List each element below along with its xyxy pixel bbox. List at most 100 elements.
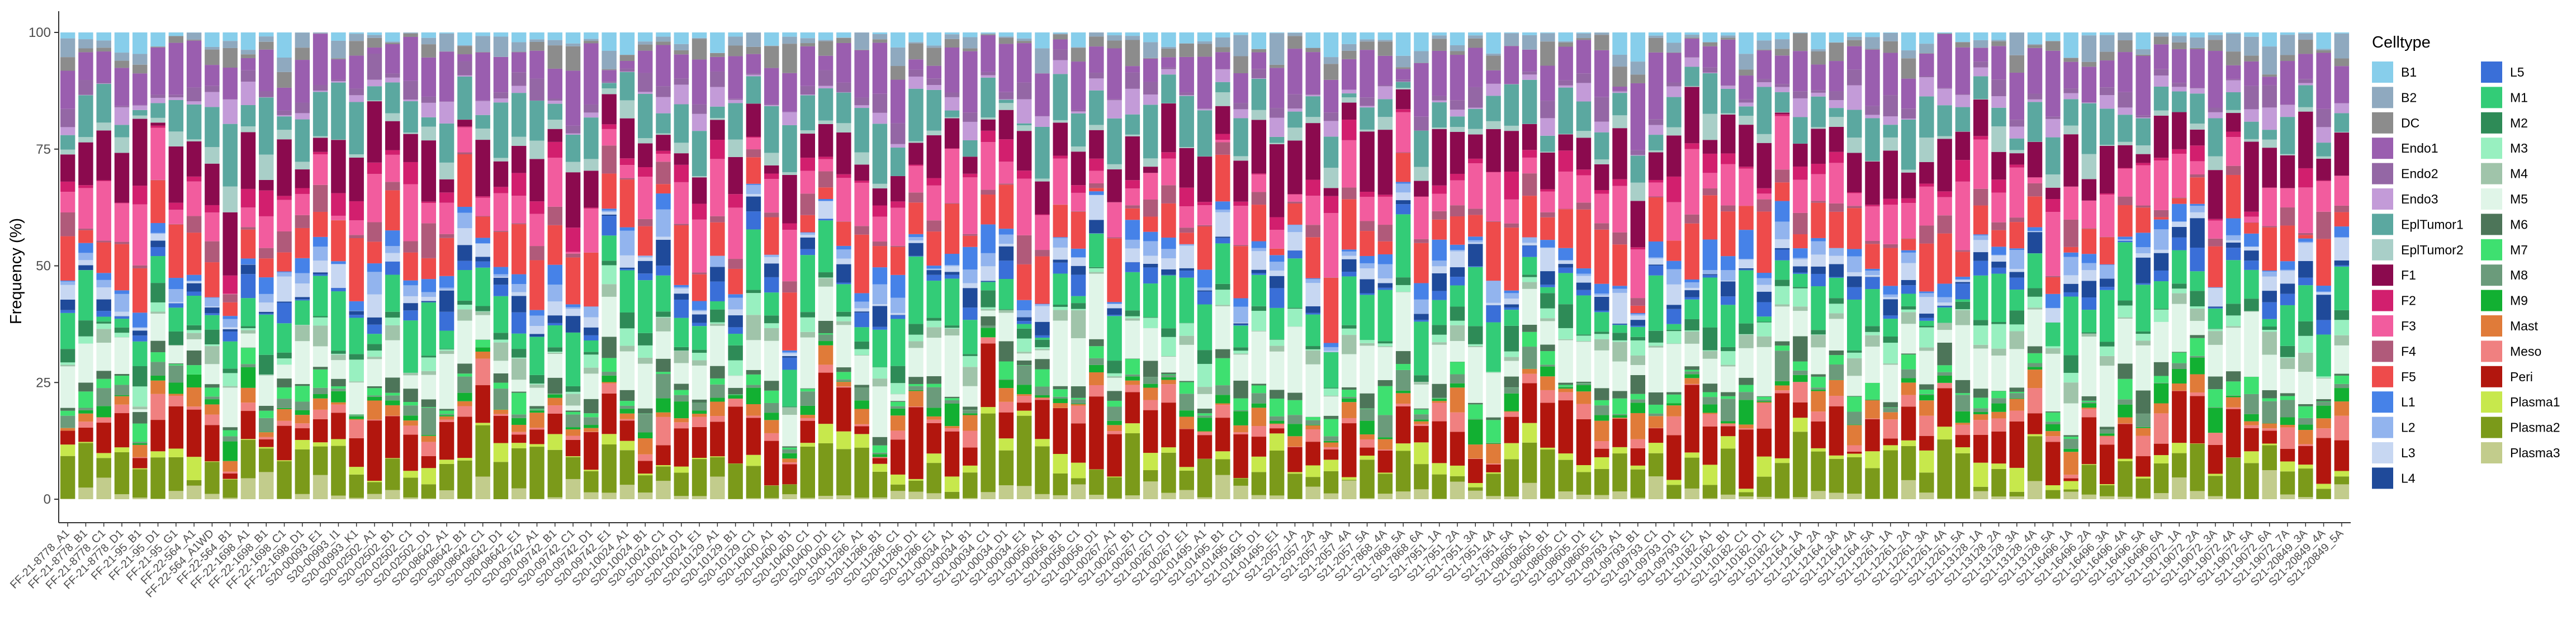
bar-segment [710, 397, 725, 402]
bar-segment [1684, 87, 1699, 144]
bar-segment [1774, 463, 1790, 499]
bar-segment [565, 429, 581, 436]
bar-segment [872, 378, 888, 387]
bar-segment [457, 376, 472, 393]
bar-segment [565, 309, 581, 316]
bar-segment [240, 411, 256, 439]
bar-segment [277, 252, 292, 272]
bar-segment [1035, 215, 1050, 250]
bar-segment [2172, 363, 2187, 369]
bar-segment [1793, 418, 1808, 432]
bar-segment [1071, 404, 1086, 406]
bar-segment [457, 270, 472, 301]
bar-segment [2190, 203, 2205, 206]
bar-segment [1342, 251, 1357, 256]
bar-segment [1739, 392, 1754, 400]
bar-segment [312, 398, 328, 410]
bar-segment [1865, 32, 1880, 37]
bar-segment [1666, 240, 1682, 261]
bar-segment [692, 323, 707, 326]
bar-segment [114, 53, 130, 61]
bar-segment [168, 100, 184, 132]
bar-segment [2099, 346, 2115, 356]
bar-segment [2118, 399, 2133, 405]
bar-segment [1540, 65, 1555, 101]
bar-segment [114, 107, 130, 125]
bar-segment [1197, 394, 1213, 409]
bar-segment [457, 46, 472, 55]
bar-segment [1540, 285, 1555, 287]
bar-segment [1450, 180, 1465, 206]
bar-segment [1865, 399, 1880, 400]
bar-segment [547, 120, 563, 129]
bar-segment [1666, 324, 1682, 330]
bar-segment [1035, 304, 1050, 305]
bar-segment [2316, 401, 2331, 406]
bar-segment [1594, 310, 1609, 312]
bar-segment [1919, 435, 1934, 451]
bar-segment [1937, 283, 1952, 297]
bar-segment [998, 139, 1014, 162]
bar-segment [403, 310, 418, 321]
bar-segment [150, 98, 165, 103]
bar-segment [800, 46, 815, 86]
bar-segment [728, 387, 743, 395]
bar-segment [1233, 35, 1248, 56]
bar-segment [1846, 138, 1862, 153]
bar-segment [2027, 413, 2043, 434]
bar-segment [1811, 32, 1826, 50]
bar-segment [692, 272, 707, 274]
bar-segment [1684, 343, 1699, 367]
bar-segment [1125, 248, 1140, 262]
bar-segment [1377, 283, 1393, 288]
bar-segment [1395, 404, 1411, 406]
bar-segment [1937, 306, 1952, 308]
bar-segment [674, 182, 689, 224]
bar-segment [1540, 366, 1555, 377]
bar-segment [1414, 196, 1429, 239]
bar-segment [1919, 389, 1934, 394]
bar-segment [674, 293, 689, 300]
bar-segment [2334, 66, 2350, 103]
bar-segment [2298, 468, 2313, 498]
bar-segment [619, 312, 635, 329]
bar-segment [890, 394, 906, 401]
bar-segment [1811, 391, 1826, 412]
bar-segment [457, 76, 472, 120]
bar-segment [2208, 156, 2223, 171]
bar-segment [656, 97, 671, 113]
bar-segment [475, 347, 490, 352]
bar-segment [746, 290, 761, 293]
bar-segment [2334, 476, 2350, 485]
bar-segment [2208, 376, 2223, 390]
bar-segment [259, 302, 274, 312]
bar-segment [2045, 187, 2061, 200]
bar-segment [2118, 52, 2133, 92]
bar-segment [511, 357, 527, 359]
bar-segment [259, 405, 274, 411]
bar-segment [1865, 115, 1880, 119]
bar-segment [2208, 170, 2223, 219]
bar-segment [2172, 87, 2187, 92]
bar-segment [205, 387, 220, 397]
legend-swatch [2481, 188, 2502, 210]
bar-segment [2045, 422, 2061, 424]
bar-segment [2298, 40, 2313, 54]
bar-segment [1377, 415, 1393, 438]
bar-segment [1305, 425, 1320, 430]
bar-segment [1991, 403, 2006, 412]
bar-segment [836, 258, 851, 264]
bar-segment [2172, 198, 2187, 204]
bar-segment [2153, 321, 2169, 362]
bar-segment [2153, 383, 2169, 404]
bar-segment [1829, 406, 1844, 456]
bar-segment [1630, 320, 1646, 326]
bar-segment [2118, 239, 2133, 240]
bar-segment [1774, 306, 1790, 342]
bar-segment [312, 317, 328, 326]
bar-segment [2262, 187, 2277, 226]
bar-segment [674, 318, 689, 347]
bar-segment [2081, 464, 2097, 465]
bar-segment [1251, 311, 1267, 331]
bar-segment [1215, 358, 1230, 386]
